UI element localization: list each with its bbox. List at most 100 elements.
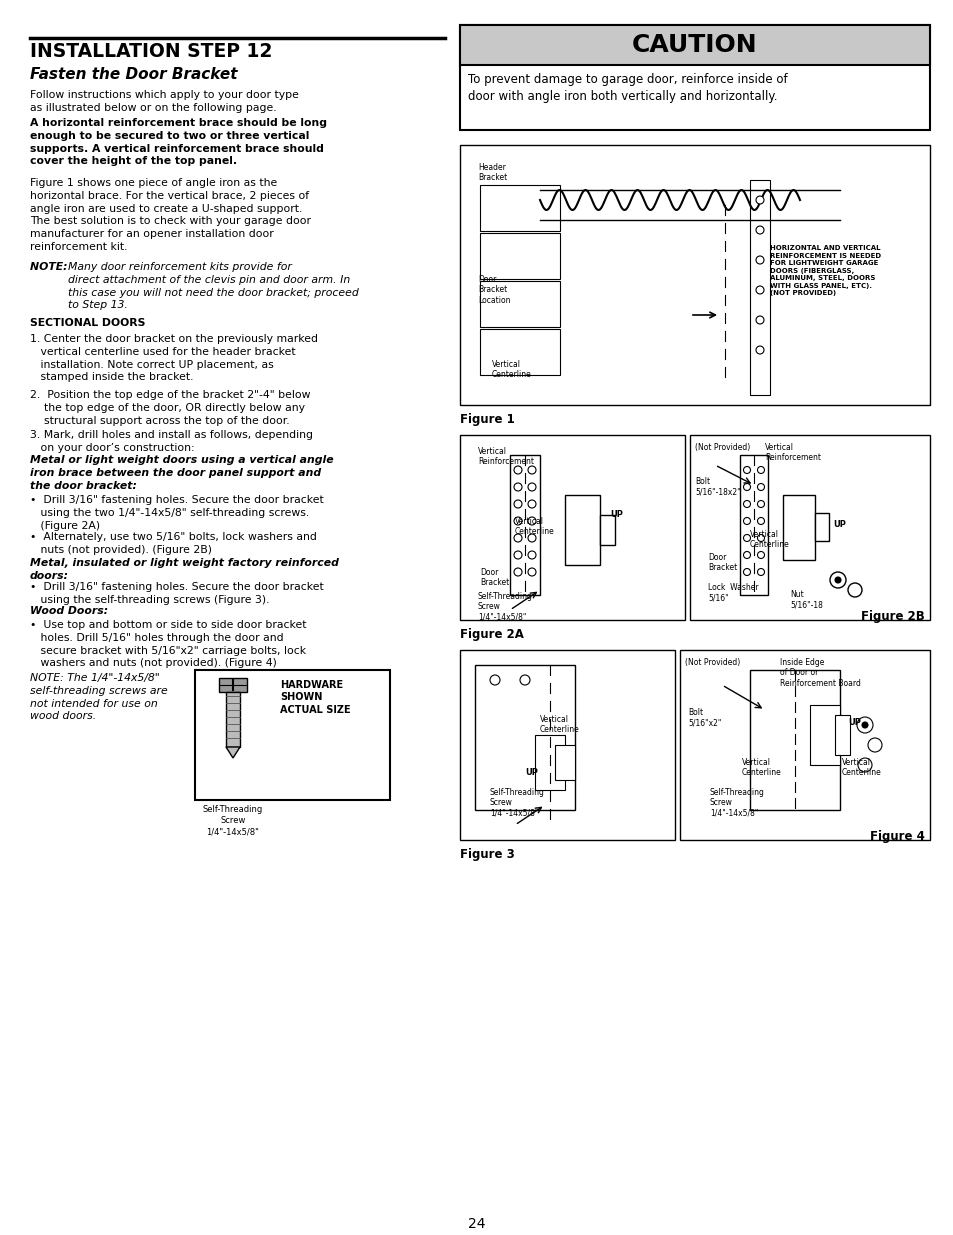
Text: Self-Threading
Screw
1/4"-14x5/8": Self-Threading Screw 1/4"-14x5/8" bbox=[490, 788, 544, 818]
Text: Metal or light weight doors using a vertical angle
iron brace between the door p: Metal or light weight doors using a vert… bbox=[30, 454, 334, 490]
Circle shape bbox=[757, 467, 763, 473]
Text: Door
Bracket
Location: Door Bracket Location bbox=[477, 275, 510, 305]
Text: Vertical
Reinforcement: Vertical Reinforcement bbox=[477, 447, 534, 467]
Polygon shape bbox=[226, 747, 240, 758]
Text: NOTE:: NOTE: bbox=[30, 262, 71, 272]
Bar bbox=[459, 25, 929, 65]
Bar bbox=[834, 715, 849, 755]
Text: 2.  Position the top edge of the bracket 2"-4" below
    the top edge of the doo: 2. Position the top edge of the bracket … bbox=[30, 390, 310, 426]
Bar bbox=[459, 144, 929, 405]
Bar bbox=[194, 671, 390, 800]
Text: Vertical
Centerline: Vertical Centerline bbox=[515, 517, 554, 536]
Circle shape bbox=[867, 739, 882, 752]
Circle shape bbox=[519, 676, 530, 685]
Circle shape bbox=[755, 287, 763, 294]
Circle shape bbox=[757, 500, 763, 508]
Text: Metal, insulated or light weight factory reinforced
doors:: Metal, insulated or light weight factory… bbox=[30, 558, 338, 580]
Circle shape bbox=[742, 568, 750, 576]
Circle shape bbox=[527, 483, 536, 492]
Text: •  Alternately, use two 5/16" bolts, lock washers and
   nuts (not provided). (F: • Alternately, use two 5/16" bolts, lock… bbox=[30, 532, 316, 555]
Text: Vertical
Centerline: Vertical Centerline bbox=[749, 530, 789, 550]
Circle shape bbox=[829, 572, 845, 588]
Text: Bolt
5/16"-18x2": Bolt 5/16"-18x2" bbox=[695, 477, 740, 496]
Text: (Not Provided): (Not Provided) bbox=[684, 658, 740, 667]
Bar bbox=[479, 185, 559, 231]
Circle shape bbox=[742, 500, 750, 508]
Text: UP: UP bbox=[847, 718, 860, 727]
Bar bbox=[226, 692, 240, 747]
Text: SECTIONAL DOORS: SECTIONAL DOORS bbox=[30, 317, 145, 329]
Circle shape bbox=[742, 467, 750, 473]
Circle shape bbox=[856, 718, 872, 734]
Circle shape bbox=[755, 256, 763, 264]
Bar bbox=[219, 678, 247, 692]
Text: Vertical
Centerline: Vertical Centerline bbox=[741, 758, 781, 777]
Text: Door
Bracket: Door Bracket bbox=[479, 568, 509, 588]
Bar bbox=[475, 664, 575, 810]
Circle shape bbox=[514, 568, 521, 576]
Circle shape bbox=[490, 676, 499, 685]
Text: Vertical
Reinforcement: Vertical Reinforcement bbox=[764, 443, 821, 462]
Text: •  Drill 3/16" fastening holes. Secure the door bracket
   using the self-thread: • Drill 3/16" fastening holes. Secure th… bbox=[30, 582, 323, 605]
Bar bbox=[459, 435, 684, 620]
Circle shape bbox=[755, 316, 763, 324]
Text: Self-Threading
Screw
1/4"-14x5/8": Self-Threading Screw 1/4"-14x5/8" bbox=[203, 805, 263, 836]
Text: Figure 3: Figure 3 bbox=[459, 848, 515, 861]
Text: Figure 1: Figure 1 bbox=[459, 412, 515, 426]
Circle shape bbox=[527, 466, 536, 474]
Text: UP: UP bbox=[524, 768, 537, 777]
Bar bbox=[555, 745, 575, 781]
Text: Figure 4: Figure 4 bbox=[869, 830, 924, 844]
Circle shape bbox=[514, 483, 521, 492]
Text: Inside Edge
of Door or
Reinforcement Board: Inside Edge of Door or Reinforcement Boa… bbox=[780, 658, 860, 688]
Text: UP: UP bbox=[609, 510, 622, 519]
Text: A horizontal reinforcement brace should be long
enough to be secured to two or t: A horizontal reinforcement brace should … bbox=[30, 119, 327, 167]
Text: Fasten the Door Bracket: Fasten the Door Bracket bbox=[30, 67, 237, 82]
Circle shape bbox=[514, 466, 521, 474]
Text: HORIZONTAL AND VERTICAL
REINFORCEMENT IS NEEDED
FOR LIGHTWEIGHT GARAGE
DOORS (FI: HORIZONTAL AND VERTICAL REINFORCEMENT IS… bbox=[769, 245, 881, 296]
Bar bbox=[749, 180, 769, 395]
Text: Self-Threading
Screw
1/4"-14x5/8": Self-Threading Screw 1/4"-14x5/8" bbox=[709, 788, 764, 818]
Text: (Not Provided): (Not Provided) bbox=[695, 443, 749, 452]
Circle shape bbox=[514, 517, 521, 525]
Bar bbox=[479, 329, 559, 375]
Circle shape bbox=[834, 577, 841, 583]
Bar bbox=[459, 25, 929, 130]
Text: Vertical
Centerline: Vertical Centerline bbox=[492, 359, 531, 379]
Circle shape bbox=[755, 196, 763, 204]
Bar bbox=[479, 233, 559, 279]
Text: Door
Bracket: Door Bracket bbox=[707, 553, 737, 572]
Text: Many door reinforcement kits provide for
direct attachment of the clevis pin and: Many door reinforcement kits provide for… bbox=[68, 262, 358, 310]
Text: Nut
5/16"-18: Nut 5/16"-18 bbox=[789, 590, 822, 609]
Text: 24: 24 bbox=[468, 1216, 485, 1231]
Text: Self-Threading
Screw
1/4"-14x5/8": Self-Threading Screw 1/4"-14x5/8" bbox=[477, 592, 533, 621]
Circle shape bbox=[742, 483, 750, 490]
Text: Figure 2A: Figure 2A bbox=[459, 629, 523, 641]
Bar bbox=[564, 495, 599, 564]
Circle shape bbox=[757, 552, 763, 558]
Text: Header
Bracket: Header Bracket bbox=[477, 163, 507, 183]
Text: Bolt
5/16"x2": Bolt 5/16"x2" bbox=[687, 708, 720, 727]
Circle shape bbox=[527, 568, 536, 576]
Circle shape bbox=[527, 517, 536, 525]
Text: To prevent damage to garage door, reinforce inside of
door with angle iron both : To prevent damage to garage door, reinfo… bbox=[468, 73, 787, 103]
Circle shape bbox=[527, 500, 536, 508]
Text: HARDWARE
SHOWN
ACTUAL SIZE: HARDWARE SHOWN ACTUAL SIZE bbox=[280, 680, 351, 715]
Bar bbox=[679, 650, 929, 840]
Text: Lock  Washer
5/16": Lock Washer 5/16" bbox=[707, 583, 758, 603]
Text: CAUTION: CAUTION bbox=[632, 33, 757, 57]
Bar bbox=[479, 282, 559, 327]
Circle shape bbox=[514, 551, 521, 559]
Bar bbox=[809, 705, 840, 764]
Text: •  Drill 3/16" fastening holes. Secure the door bracket
   using the two 1/4"-14: • Drill 3/16" fastening holes. Secure th… bbox=[30, 495, 323, 531]
Circle shape bbox=[742, 517, 750, 525]
Circle shape bbox=[757, 483, 763, 490]
Text: 1. Center the door bracket on the previously marked
   vertical centerline used : 1. Center the door bracket on the previo… bbox=[30, 333, 317, 383]
Bar bbox=[740, 454, 767, 595]
Circle shape bbox=[757, 568, 763, 576]
Circle shape bbox=[742, 535, 750, 541]
Text: Vertical
Centerline: Vertical Centerline bbox=[539, 715, 579, 735]
Text: INSTALLATION STEP 12: INSTALLATION STEP 12 bbox=[30, 42, 273, 61]
Circle shape bbox=[757, 517, 763, 525]
Text: Figure 2B: Figure 2B bbox=[861, 610, 924, 622]
